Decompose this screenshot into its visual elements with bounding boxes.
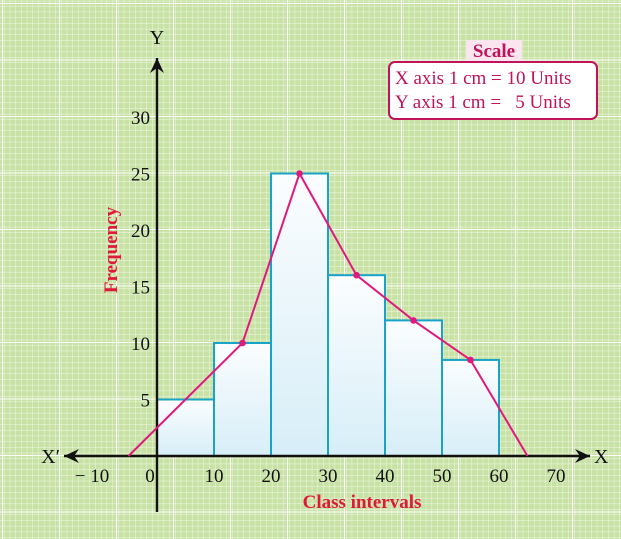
y-tick-label: 15: [131, 278, 150, 299]
x-tick-label: 20: [262, 466, 281, 487]
x-prime-axis-letter: X′: [41, 446, 60, 468]
axes: [64, 58, 590, 512]
y-tick-label: 10: [131, 334, 150, 355]
scale-box: Scale X axis 1 cm = 10 Units Y axis 1 cm…: [388, 40, 598, 120]
y-tick-label: 20: [131, 221, 150, 242]
scale-line-x: X axis 1 cm = 10 Units: [395, 68, 571, 89]
frequency-polygon-point: [467, 356, 474, 364]
y-tick-label: 25: [131, 165, 150, 186]
x-axis-arrow-right: [575, 449, 590, 463]
y-axis-arrow-up: [150, 58, 164, 73]
y-tick-label: 30: [131, 108, 150, 129]
x-tick-label: 30: [319, 466, 338, 487]
scale-box-frame: [388, 61, 598, 120]
x-tick-label: 10: [205, 466, 224, 487]
frequency-polygon-point: [296, 170, 303, 177]
scale-line-y: Y axis 1 cm = 5 Units: [395, 92, 571, 113]
y-axis-letter: Y: [150, 27, 164, 49]
frequency-polygon-point: [410, 317, 417, 324]
x-axis-title: Class intervals: [303, 492, 422, 513]
histogram-bar: [156, 398, 215, 457]
x-tick-label: 60: [490, 466, 509, 487]
histogram-bar: [213, 342, 272, 457]
x-tick-label: 70: [547, 466, 566, 487]
frequency-polygon-point: [353, 271, 360, 279]
frequency-polygon: [127, 170, 529, 457]
histogram-bar: [270, 172, 329, 457]
x-tick-label: − 10: [75, 466, 109, 487]
y-axis-title: Frequency: [101, 206, 122, 293]
histogram-bar: [384, 319, 443, 457]
tick-labels: − 10 0 10 20 30 40 50 60 70 5 10 15 20 25 30: [75, 108, 566, 487]
histogram-bar: [327, 274, 386, 458]
x-tick-label: 0: [145, 466, 155, 487]
x-tick-label: 50: [433, 466, 452, 487]
frequency-polygon-point: [239, 339, 246, 347]
y-tick-label: 5: [141, 391, 151, 412]
scale-title-background: [466, 40, 522, 62]
x-axis-arrow-left: [64, 449, 79, 463]
histogram-bar: [441, 358, 500, 458]
x-tick-label: 40: [376, 466, 395, 487]
x-axis-letter: X: [594, 446, 609, 468]
scale-title: Scale: [473, 41, 515, 62]
